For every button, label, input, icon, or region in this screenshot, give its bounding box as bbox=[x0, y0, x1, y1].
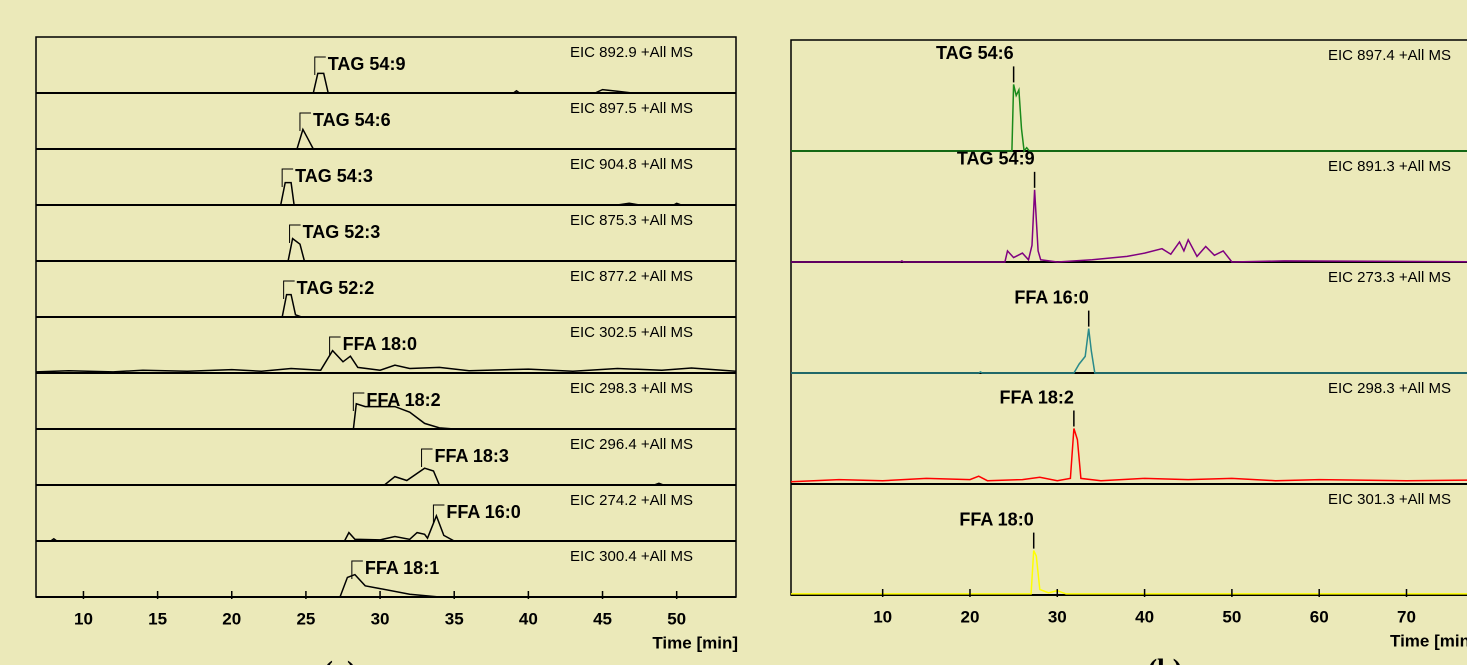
x-tick-label: 30 bbox=[371, 609, 390, 628]
x-tick-label: 40 bbox=[519, 609, 538, 628]
peak-bracket bbox=[352, 392, 365, 411]
peak-label: FFA 16:0 bbox=[1014, 287, 1088, 307]
plot-frame bbox=[790, 39, 1467, 596]
x-axis-label: Time [min] bbox=[652, 633, 738, 652]
eic-label: EIC 891.3 +All MS bbox=[1328, 158, 1451, 175]
peak-label: FFA 18:1 bbox=[365, 558, 439, 578]
peak-label: TAG 54:6 bbox=[313, 110, 391, 130]
trace bbox=[36, 181, 736, 206]
eic-label: EIC 274.2 +All MS bbox=[570, 492, 693, 509]
x-axis-label: Time [min] bbox=[1390, 631, 1467, 650]
x-tick-label: 15 bbox=[148, 609, 167, 628]
x-tick-label: 10 bbox=[74, 609, 93, 628]
peak-bracket bbox=[314, 56, 326, 75]
peak-label: FFA 18:2 bbox=[366, 390, 440, 410]
peak-label: TAG 54:6 bbox=[936, 43, 1014, 63]
trace bbox=[36, 127, 736, 150]
eic-label: EIC 302.5 +All MS bbox=[570, 324, 693, 341]
x-tick-label: 20 bbox=[961, 607, 980, 626]
peak-bracket bbox=[289, 224, 301, 243]
peak-bracket bbox=[421, 448, 433, 467]
trace bbox=[36, 72, 736, 94]
eic-label: EIC 296.4 +All MS bbox=[570, 436, 693, 453]
x-tick-label: 25 bbox=[296, 609, 315, 628]
peak-label: TAG 54:3 bbox=[295, 166, 373, 186]
x-tick-label: 10 bbox=[873, 607, 892, 626]
peak-label: FFA 18:3 bbox=[435, 446, 509, 466]
peak-label: TAG 52:2 bbox=[297, 278, 375, 298]
eic-label: EIC 897.5 +All MS bbox=[570, 100, 693, 117]
trace bbox=[36, 467, 736, 486]
peak-label: TAG 52:3 bbox=[303, 222, 381, 242]
peak-label: TAG 54:9 bbox=[957, 149, 1035, 169]
trace bbox=[791, 84, 1467, 153]
trace bbox=[36, 237, 736, 262]
trace bbox=[36, 573, 736, 598]
caption: (a) bbox=[324, 656, 357, 665]
trace bbox=[36, 402, 736, 430]
eic-label: EIC 298.3 +All MS bbox=[1328, 380, 1451, 397]
x-tick-label: 70 bbox=[1397, 607, 1416, 626]
x-tick-label: 35 bbox=[445, 609, 464, 628]
trace bbox=[791, 328, 1467, 374]
peak-label: FFA 18:2 bbox=[1000, 387, 1074, 407]
eic-label: EIC 300.4 +All MS bbox=[570, 548, 693, 565]
trace bbox=[36, 513, 736, 542]
peak-bracket bbox=[432, 504, 445, 523]
caption: (b) bbox=[1148, 654, 1182, 665]
eic-label: EIC 298.3 +All MS bbox=[570, 380, 693, 397]
x-tick-label: 40 bbox=[1135, 607, 1154, 626]
eic-label: EIC 301.3 +All MS bbox=[1328, 491, 1451, 508]
trace bbox=[36, 293, 736, 318]
x-tick-label: 50 bbox=[1222, 607, 1241, 626]
eic-label: EIC 892.9 +All MS bbox=[570, 44, 693, 61]
eic-label: EIC 875.3 +All MS bbox=[570, 212, 693, 229]
x-tick-label: 30 bbox=[1048, 607, 1067, 626]
peak-label: TAG 54:9 bbox=[328, 54, 406, 74]
peak-label: FFA 18:0 bbox=[959, 509, 1033, 529]
eic-label: EIC 904.8 +All MS bbox=[570, 156, 693, 173]
x-tick-label: 20 bbox=[222, 609, 241, 628]
peak-bracket bbox=[351, 560, 363, 579]
x-tick-label: 50 bbox=[667, 609, 686, 628]
eic-label: EIC 897.4 +All MS bbox=[1328, 47, 1451, 64]
peak-label: FFA 16:0 bbox=[446, 502, 520, 522]
peak-bracket bbox=[299, 112, 311, 131]
eic-label: EIC 877.2 +All MS bbox=[570, 268, 693, 285]
trace bbox=[35, 349, 737, 373]
peak-bracket bbox=[283, 280, 295, 299]
trace bbox=[791, 550, 1467, 595]
x-tick-label: 45 bbox=[593, 609, 612, 628]
peak-bracket bbox=[329, 336, 341, 355]
eic-label: EIC 273.3 +All MS bbox=[1328, 269, 1451, 286]
peak-bracket bbox=[281, 168, 294, 187]
trace bbox=[791, 189, 1467, 263]
x-tick-label: 60 bbox=[1310, 607, 1329, 626]
trace bbox=[790, 428, 1467, 483]
peak-label: FFA 18:0 bbox=[343, 334, 417, 354]
